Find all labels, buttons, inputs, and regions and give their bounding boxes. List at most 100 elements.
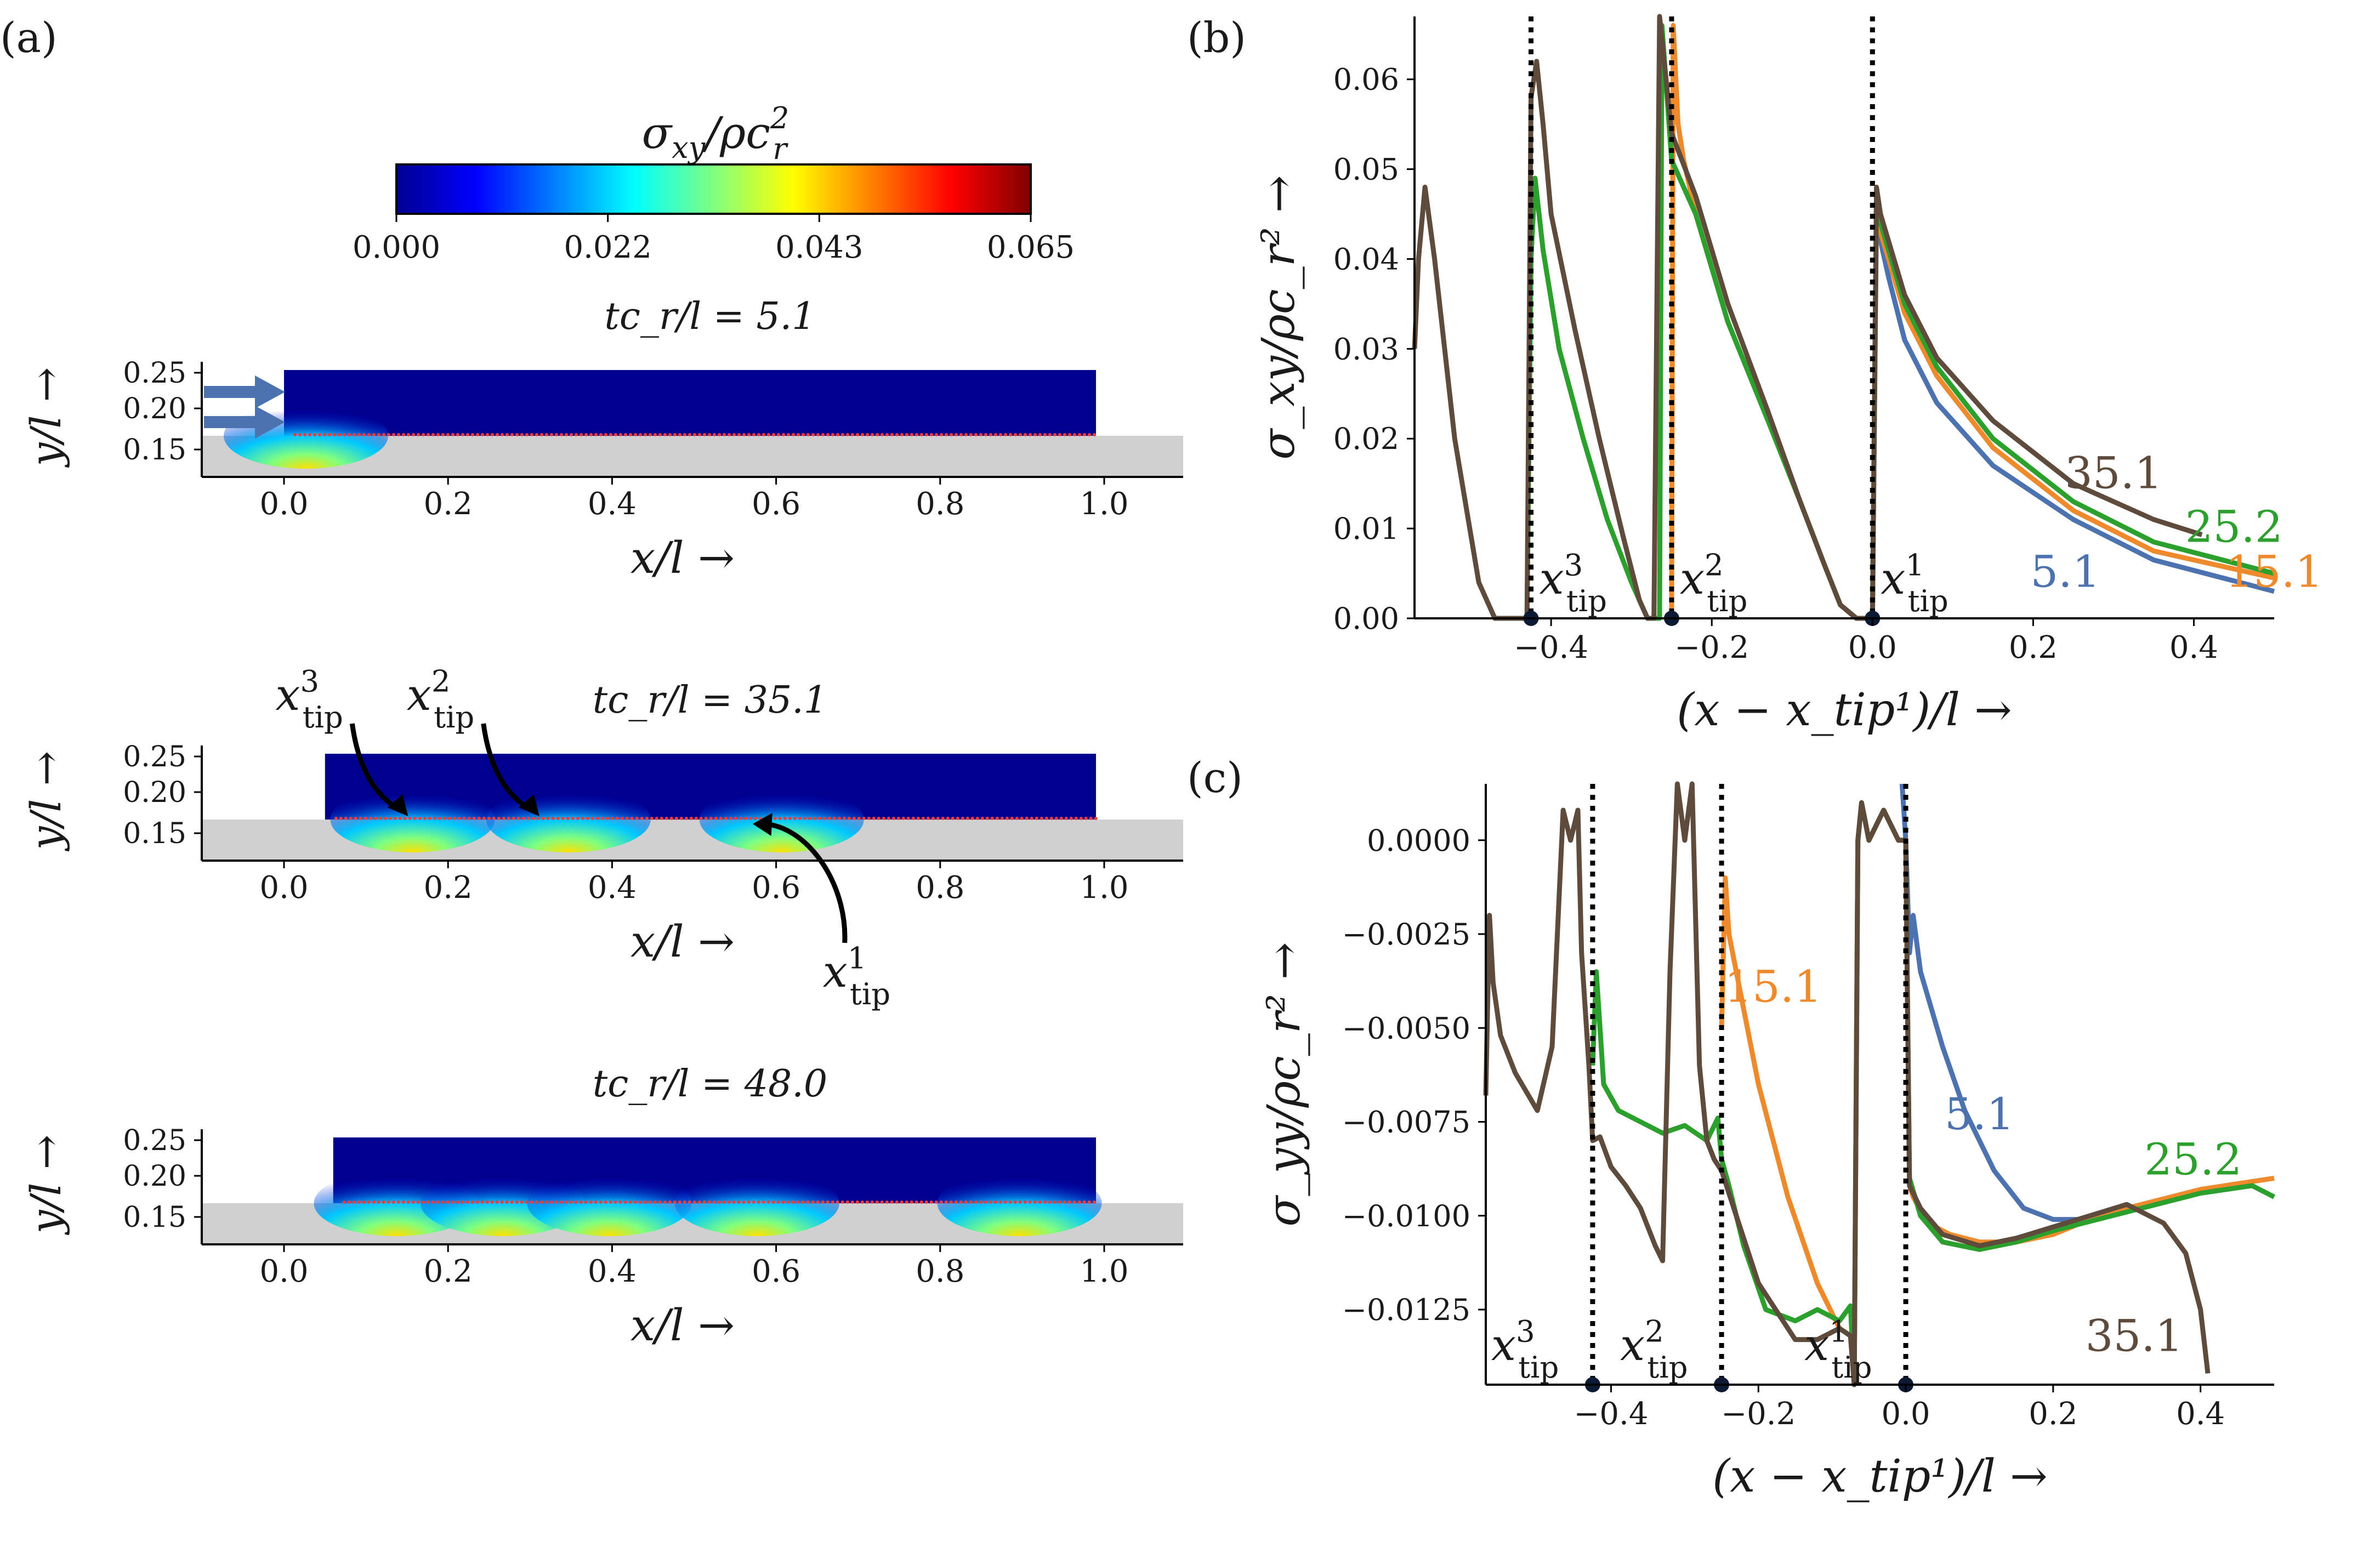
- interface-node: [842, 817, 846, 820]
- interface-node: [872, 817, 876, 820]
- x-tick-label: 0.6: [752, 486, 800, 522]
- snapshot-2: tc_r/l = 48.0 0.0 0.2 0.4 0.6 0.8 1.0 0.250.20 0…: [21, 1062, 1183, 1351]
- series-line-5.1: [1899, 783, 2128, 1222]
- interface-node: [949, 1200, 953, 1204]
- colorbar-tick-label: 0.043: [775, 230, 863, 265]
- interface-node: [293, 433, 297, 436]
- interface-node: [1013, 1200, 1017, 1204]
- interface-node: [817, 817, 821, 820]
- interface-node: [610, 817, 614, 820]
- interface-node: [433, 817, 436, 820]
- interface-node: [1019, 433, 1022, 436]
- interface-node: [783, 817, 787, 820]
- interface-node: [782, 433, 785, 436]
- interface-node: [684, 817, 688, 820]
- interface-node: [490, 1200, 494, 1204]
- interface-node: [510, 433, 514, 436]
- interface-node: [975, 817, 979, 820]
- interface-node: [615, 817, 619, 820]
- interface-node: [446, 1200, 450, 1204]
- interface-node: [964, 433, 968, 436]
- tip-label: x3 tip: [1539, 548, 1606, 618]
- interface-node: [1048, 1200, 1052, 1204]
- interface-node: [941, 817, 945, 820]
- interface-node: [940, 433, 943, 436]
- interface-node: [1030, 817, 1033, 820]
- interface-node: [851, 433, 854, 436]
- interface-node: [505, 1200, 509, 1204]
- y-tick-label: −0.0050: [1342, 1011, 1470, 1045]
- interface-node: [876, 433, 879, 436]
- x-tick-label: 0.4: [588, 1254, 637, 1289]
- interface-node: [655, 817, 658, 820]
- interface-node: [931, 817, 935, 820]
- x-tick-label: 0.2: [424, 870, 473, 906]
- arrow-head-icon: [752, 813, 772, 836]
- interface-node: [970, 817, 974, 820]
- interface-node: [669, 817, 673, 820]
- interface-node: [925, 433, 928, 436]
- interface-node: [862, 817, 866, 820]
- interface-node: [485, 1200, 489, 1204]
- x-tick-label: 0.6: [752, 870, 800, 906]
- interface-node: [1064, 817, 1068, 820]
- interface-node: [628, 1200, 632, 1204]
- interface-node: [841, 433, 844, 436]
- interface-node: [579, 1200, 583, 1204]
- interface-node: [1069, 817, 1073, 820]
- interface-node: [831, 433, 834, 436]
- interface-node: [456, 1200, 459, 1204]
- interface-node: [816, 433, 820, 436]
- interface-node: [1053, 433, 1056, 436]
- interface-node: [391, 1200, 395, 1204]
- interface-node: [505, 433, 509, 436]
- interface-node: [847, 817, 851, 820]
- interface-node: [674, 817, 678, 820]
- interface-node: [476, 433, 479, 436]
- interface-node: [308, 433, 311, 436]
- interface-node: [382, 1200, 385, 1204]
- y-tick-label: 0.20: [123, 1160, 186, 1193]
- y-tick-label: −0.0125: [1342, 1293, 1470, 1327]
- interface-node: [1089, 817, 1093, 820]
- interface-node: [452, 817, 456, 820]
- interface-node: [1043, 1200, 1047, 1204]
- interface-node: [482, 817, 486, 820]
- interface-node: [447, 817, 451, 820]
- interface-node: [867, 817, 871, 820]
- interface-node: [915, 433, 918, 436]
- y-tick-label: 0.15: [123, 817, 186, 850]
- interface-node: [396, 1200, 400, 1204]
- interface-node: [604, 1200, 607, 1204]
- interface-node: [668, 433, 672, 436]
- interface-node: [875, 1200, 879, 1204]
- interface-node: [882, 817, 885, 820]
- interface-node: [1023, 1200, 1027, 1204]
- interface-node: [570, 433, 573, 436]
- interface-node: [752, 433, 756, 436]
- interface-node: [1063, 1200, 1066, 1204]
- interface-node: [678, 1200, 681, 1204]
- interface-node: [703, 433, 706, 436]
- interface-node: [363, 817, 367, 820]
- interface-node: [1000, 817, 1004, 820]
- interface-node: [645, 817, 649, 820]
- interface-node: [871, 433, 874, 436]
- interface-node: [367, 1200, 371, 1204]
- interface-node: [939, 1200, 943, 1204]
- interface-node: [540, 433, 543, 436]
- interface-node: [512, 817, 515, 820]
- interface-node: [856, 433, 859, 436]
- interface-node: [1094, 817, 1098, 820]
- interface-node: [709, 817, 713, 820]
- y-tick-label: 0.01: [1333, 511, 1399, 546]
- y-axis-label: y/l →: [21, 1135, 70, 1236]
- interface-node: [930, 433, 933, 436]
- interface-node: [673, 433, 677, 436]
- interface-node: [946, 817, 950, 820]
- interface-node: [866, 433, 869, 436]
- interface-node: [609, 1200, 612, 1204]
- solid-body: [284, 370, 1097, 436]
- curve-label: 15.1: [2225, 547, 2323, 598]
- interface-node: [1005, 817, 1009, 820]
